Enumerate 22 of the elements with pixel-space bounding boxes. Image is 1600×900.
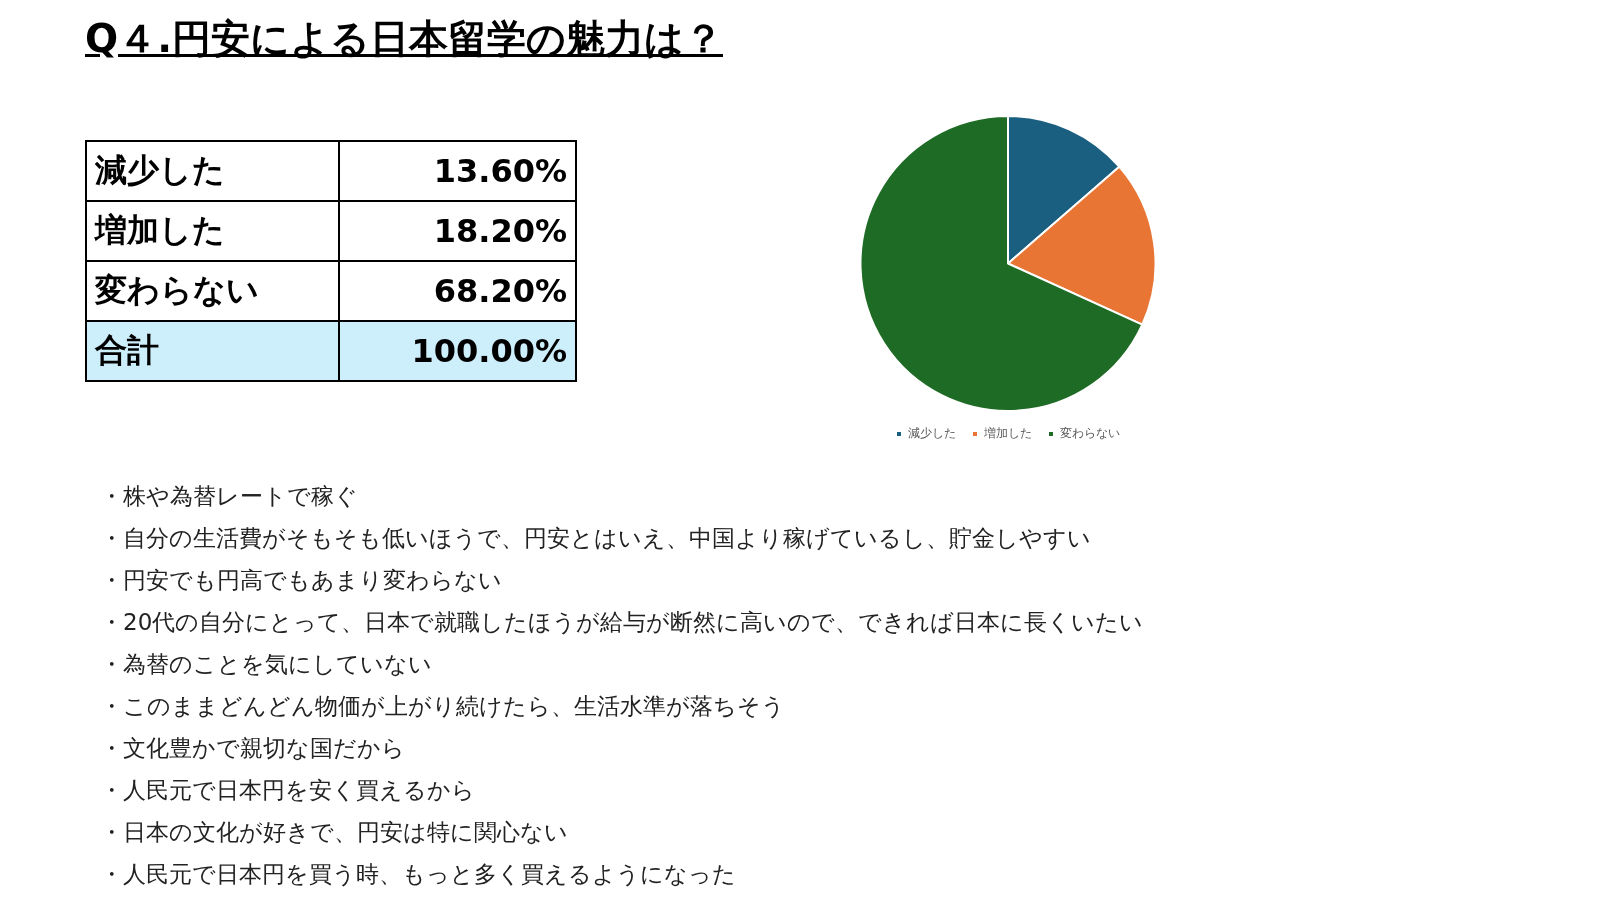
text: 18.20% [339,201,576,261]
text: 68.20% [339,261,576,321]
legend-label: 増加した [983,426,1032,441]
category-label: 減少した [95,151,225,189]
legend-label: 減少した [908,426,956,441]
text: 100.00% [411,332,567,370]
text: Q４.円安による日本留学の魅力は？ [85,15,723,63]
text: ・為替のことを気にしていない [100,650,433,679]
text: ・株や為替レートで稼ぐ [100,482,359,511]
text: 合計 [86,321,339,381]
text: ・自分の生活費がそもそも低いほうで、円安とはいえ、中国より稼げているし、貯金しやすい [100,524,1092,553]
text: ・人民元で日本円を買う時、もっと多く買えるようになった [100,860,737,889]
text: ・日本の文化が好きで、円安は特に関心ない [100,818,569,847]
category-label: 増加した [95,211,225,249]
text: ・文化豊かで親切な国だから [100,734,406,763]
text: ・このままどんどん物価が上がり続けたら、生活水準が落ちそう [100,692,786,721]
text: ・20代の自分にとって、日本で就職したほうが給与が断然に高いので、できれば日本に長くいたい [100,608,1144,637]
text: ・人民元で日本円を安く買えるから [100,776,476,805]
text: 13.60% [339,141,576,201]
category-label: 変わらない [95,271,259,309]
text: ・円安でも円高でもあまり変わらない [100,566,503,595]
legend-label: 変わらない [1060,426,1120,441]
